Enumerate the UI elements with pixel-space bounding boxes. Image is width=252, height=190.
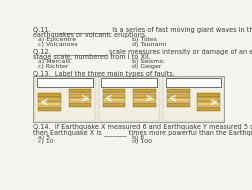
FancyBboxPatch shape bbox=[166, 78, 221, 87]
Bar bbox=[103, 98, 125, 102]
FancyBboxPatch shape bbox=[37, 78, 93, 87]
Bar bbox=[167, 94, 190, 98]
Text: c) Volcanoes: c) Volcanoes bbox=[38, 42, 77, 47]
FancyBboxPatch shape bbox=[163, 77, 224, 121]
Text: a) Mercalli: a) Mercalli bbox=[38, 59, 70, 64]
Bar bbox=[103, 89, 125, 93]
Text: c) 10: c) 10 bbox=[38, 139, 53, 144]
Bar bbox=[133, 98, 155, 102]
Text: b) Tides: b) Tides bbox=[132, 37, 157, 42]
FancyBboxPatch shape bbox=[99, 77, 159, 121]
FancyBboxPatch shape bbox=[33, 76, 225, 122]
Bar bbox=[39, 107, 61, 111]
Bar bbox=[103, 103, 125, 107]
Bar bbox=[197, 93, 220, 97]
Text: earthquakes or volcanic eruptions.: earthquakes or volcanic eruptions. bbox=[33, 32, 147, 38]
Bar bbox=[133, 89, 155, 93]
Bar bbox=[167, 103, 190, 107]
Text: a) Epicentre: a) Epicentre bbox=[38, 37, 76, 42]
Text: c) Richter: c) Richter bbox=[38, 64, 68, 69]
Bar bbox=[69, 98, 91, 102]
Bar bbox=[133, 103, 155, 107]
FancyBboxPatch shape bbox=[101, 78, 157, 87]
Bar bbox=[167, 98, 190, 102]
Bar bbox=[197, 97, 220, 102]
Bar bbox=[69, 94, 91, 98]
Text: Q.11.  _________________ is a series of fast moving giant waves in the ocean cau: Q.11. _________________ is a series of f… bbox=[33, 27, 252, 33]
FancyBboxPatch shape bbox=[35, 77, 95, 121]
Text: stage scale, numbered from I to XII.: stage scale, numbered from I to XII. bbox=[33, 54, 151, 60]
Text: d) 100: d) 100 bbox=[132, 139, 152, 144]
Text: Q.13.  Label the three main types of faults.: Q.13. Label the three main types of faul… bbox=[33, 70, 175, 77]
Text: Q.12.  ________________ scale measures intensity or damage of an earthquake. Thi: Q.12. ________________ scale measures in… bbox=[33, 49, 252, 55]
Text: b) Seismic: b) Seismic bbox=[132, 59, 165, 64]
Bar bbox=[133, 94, 155, 98]
Bar bbox=[167, 89, 190, 93]
Bar bbox=[39, 97, 61, 102]
Bar bbox=[103, 94, 125, 98]
Text: a) 5: a) 5 bbox=[38, 135, 50, 140]
Text: b) 6: b) 6 bbox=[132, 135, 144, 140]
Bar bbox=[69, 103, 91, 107]
Bar bbox=[39, 93, 61, 97]
Bar bbox=[69, 89, 91, 93]
Text: d) Tsunami: d) Tsunami bbox=[132, 42, 167, 47]
Text: Q.14.  If Earthquake X measured 6 and Earthquake Y measured 5 on the Richter sca: Q.14. If Earthquake X measured 6 and Ear… bbox=[33, 124, 252, 131]
Bar bbox=[197, 107, 220, 111]
Bar bbox=[39, 102, 61, 106]
Bar bbox=[197, 102, 220, 106]
Text: then Earthquake X is _______ times more powerful than the Earthquake Y.: then Earthquake X is _______ times more … bbox=[33, 129, 252, 136]
Text: d) Geiger: d) Geiger bbox=[132, 64, 162, 69]
